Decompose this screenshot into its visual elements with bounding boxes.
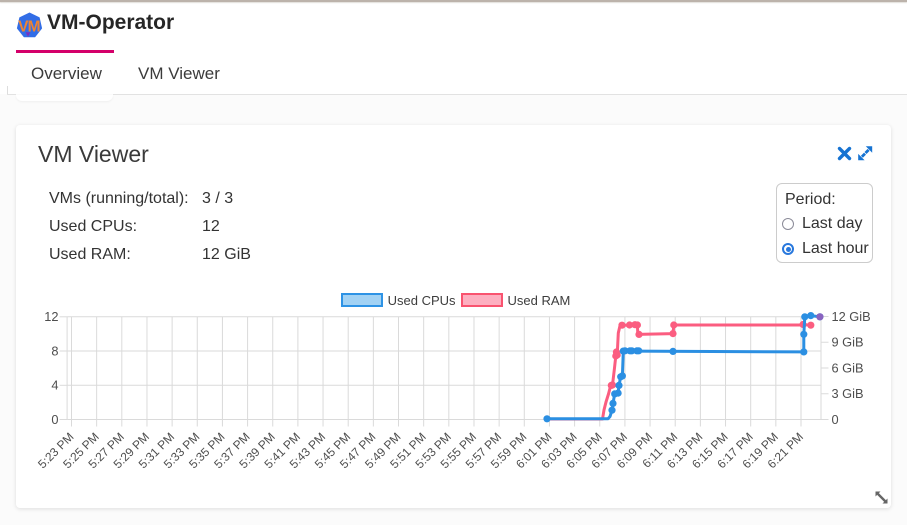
svg-text:6 GiB: 6 GiB [832, 360, 864, 375]
svg-text:12: 12 [44, 309, 58, 324]
svg-text:0: 0 [832, 412, 839, 427]
svg-text:9 GiB: 9 GiB [832, 335, 864, 350]
svg-text:12 GiB: 12 GiB [832, 309, 871, 324]
svg-text:0: 0 [51, 412, 58, 427]
svg-text:3 GiB: 3 GiB [832, 386, 864, 401]
svg-text:8: 8 [51, 343, 58, 358]
svg-text:VM: VM [18, 18, 40, 35]
svg-text:4: 4 [51, 378, 58, 393]
